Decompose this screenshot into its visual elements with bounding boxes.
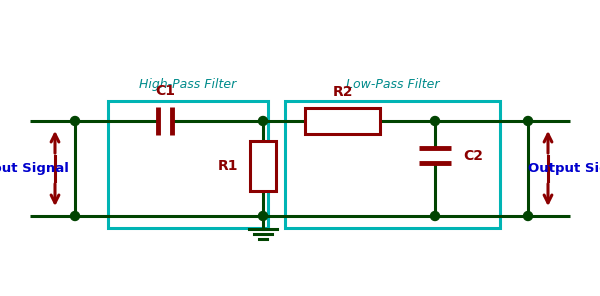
Text: Output Signal: Output Signal: [528, 162, 600, 175]
Bar: [108, 101, 268, 228]
Text: High-Pass Filter: High-Pass Filter: [139, 78, 236, 91]
Bar: [305, 108, 380, 134]
Bar: [250, 141, 276, 191]
Circle shape: [523, 212, 533, 221]
Text: Input Signal: Input Signal: [0, 162, 68, 175]
Circle shape: [259, 212, 268, 221]
Text: R2: R2: [332, 85, 353, 99]
Circle shape: [431, 212, 439, 221]
Text: C2: C2: [463, 149, 483, 163]
Text: R1: R1: [218, 159, 238, 173]
Circle shape: [431, 117, 439, 126]
Circle shape: [71, 117, 79, 126]
Circle shape: [523, 117, 533, 126]
Circle shape: [259, 117, 268, 126]
Bar: [285, 101, 500, 228]
Circle shape: [71, 212, 79, 221]
Text: Low-Pass Filter: Low-Pass Filter: [346, 78, 439, 91]
Text: C1: C1: [155, 84, 175, 98]
